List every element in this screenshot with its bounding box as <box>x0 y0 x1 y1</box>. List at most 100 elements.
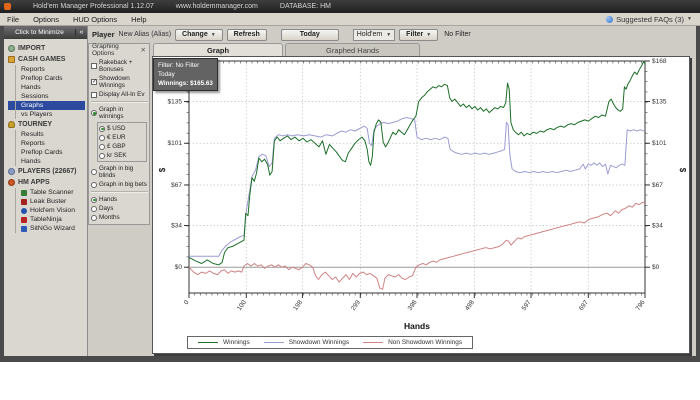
suggested-faqs-button[interactable]: Suggested FAQs (3) ▼ <box>598 15 700 24</box>
sidebar-item-hands[interactable]: Hands <box>8 83 87 92</box>
sitngo-wizard-icon <box>21 225 27 232</box>
period-hands-radio-row[interactable]: Hands <box>91 195 148 204</box>
content-area: Player New Alias (Alias) Change ▼ Refres… <box>88 26 696 356</box>
item-label: TableNinja <box>30 216 62 223</box>
big-bets-radio[interactable] <box>91 181 97 188</box>
menu-hud-options[interactable]: HUD Options <box>72 14 118 24</box>
sidebar-item-sessions[interactable]: Sessions <box>8 92 87 101</box>
sidebar-item-graphs[interactable]: Graphs <box>8 101 85 110</box>
sidebar-minimize-button[interactable]: Click to Minimize « <box>4 26 87 39</box>
sidebar-item-tourney-reports[interactable]: Reports <box>8 139 87 148</box>
chart-legend: Winnings Showdown Winnings Non Showdown … <box>187 336 474 349</box>
eur-radio-row[interactable]: € EUR <box>99 133 145 142</box>
svg-text:796: 796 <box>635 299 647 312</box>
period-months-radio-row[interactable]: Months <box>91 213 148 222</box>
usd-radio[interactable] <box>99 125 105 132</box>
sidebar-section-cash-games[interactable]: CASH GAMES <box>8 54 87 65</box>
menu-file[interactable]: File <box>7 14 20 24</box>
svg-text:$: $ <box>678 168 687 173</box>
svg-text:$: $ <box>158 167 167 172</box>
sidebar-item-preflop-cards[interactable]: Preflop Cards <box>8 74 87 83</box>
sidebar-item-sitngo-wizard[interactable]: SitNGo Wizard <box>8 224 87 233</box>
item-label: Sessions <box>21 93 49 100</box>
sidebar-section-import[interactable]: IMPORT <box>8 43 87 54</box>
sidebar-item-tableninja[interactable]: TableNinja <box>8 215 87 224</box>
period-days-radio-row[interactable]: Days <box>91 204 148 213</box>
svg-text:0: 0 <box>183 299 191 306</box>
sidebar-item-tourney-results[interactable]: Results <box>8 130 87 139</box>
today-button[interactable]: Today <box>280 28 339 41</box>
usd-radio-row[interactable]: $ USD <box>99 124 145 133</box>
today-label: Today <box>299 31 320 38</box>
window-title: Hold'em Manager Professional 1.12.07 <box>33 3 154 10</box>
period-months-radio[interactable] <box>91 214 97 221</box>
graphing-options-panel: Rakeback + Bonuses Showdown Winnings Dis… <box>88 56 150 225</box>
menu-help[interactable]: Help <box>131 14 147 24</box>
graph-in-big-bets-radio-row[interactable]: Graph in big bets <box>91 180 148 189</box>
menu-options[interactable]: Options <box>33 14 59 24</box>
showdown-winnings-checkbox-row[interactable]: Showdown Winnings <box>91 74 148 90</box>
sek-radio[interactable] <box>99 152 105 159</box>
item-label: Reports <box>21 66 45 73</box>
sidebar-item-holdem-vision[interactable]: Hold'em Vision <box>8 206 87 215</box>
svg-text:$168: $168 <box>652 58 667 65</box>
eur-radio[interactable] <box>99 134 105 141</box>
sidebar-item-tourney-preflop-cards[interactable]: Preflop Cards <box>8 148 87 157</box>
game-type-value: Hold'em <box>356 31 383 38</box>
item-label: Graphs <box>21 102 44 109</box>
graphing-options-header: Graphing Options ✕ <box>88 43 150 57</box>
sidebar-item-tourney-hands[interactable]: Hands <box>8 157 87 166</box>
item-label: Hands <box>21 158 41 165</box>
winnings-chart: 0 100 198 299 398 498 597 697 796 $0 $0 $34 $34 $67 $6… <box>158 58 687 331</box>
graphing-options-title: Graphing Options <box>92 43 119 57</box>
svg-text:299: 299 <box>350 299 362 312</box>
svg-text:$34: $34 <box>652 222 663 229</box>
tab-label: Graph <box>206 45 230 55</box>
showdown-winnings-checkbox[interactable] <box>91 78 97 85</box>
trophy-icon <box>8 121 15 128</box>
game-type-select[interactable]: Hold'em ▼ <box>352 28 396 41</box>
rakeback-checkbox[interactable] <box>91 63 97 69</box>
item-label: Table Scanner <box>30 189 74 196</box>
svg-text:$135: $135 <box>652 99 667 106</box>
rakeback-checkbox-row[interactable]: Rakeback + Bonuses <box>91 58 148 74</box>
folder-icon <box>8 56 15 63</box>
svg-text:597: 597 <box>521 299 533 312</box>
gbp-radio-row[interactable]: £ GBP <box>99 142 145 151</box>
tooltip-filter: Filter: No Filter <box>158 62 200 69</box>
allin-ev-checkbox-row[interactable]: Display All-In Ev <box>91 90 148 99</box>
sidebar-item-reports[interactable]: Reports <box>8 65 87 74</box>
svg-text:$135: $135 <box>168 99 183 106</box>
title-bar: Hold'em Manager Professional 1.12.07 www… <box>0 0 700 13</box>
refresh-button[interactable]: Refresh <box>226 28 267 41</box>
graph-in-winnings-radio-row[interactable]: Graph in winnings <box>91 105 148 121</box>
sidebar-section-players[interactable]: PLAYERS (22667) <box>8 166 87 177</box>
period-hands-radio[interactable] <box>91 196 97 203</box>
gbp-radio[interactable] <box>99 143 105 150</box>
period-days-radio[interactable] <box>91 205 97 212</box>
tab-graphed-hands[interactable]: Graphed Hands <box>285 43 420 56</box>
navigation-tree: IMPORT CASH GAMES Reports Preflop Cards … <box>4 39 87 356</box>
tab-graph[interactable]: Graph <box>153 43 283 56</box>
big-blinds-radio[interactable] <box>91 169 97 175</box>
radio-label: Graph in big blinds <box>99 165 134 179</box>
graph-in-winnings-radio[interactable] <box>91 110 97 116</box>
sidebar-section-tourney[interactable]: TOURNEY <box>8 119 87 130</box>
winnings-line-swatch <box>198 342 218 343</box>
allin-ev-checkbox[interactable] <box>91 91 97 98</box>
sek-radio-row[interactable]: kr SEK <box>99 151 145 160</box>
filter-button[interactable]: Filter ▼ <box>399 28 439 41</box>
non-showdown-line-swatch <box>363 342 384 343</box>
item-label: Leak Buster <box>30 198 67 205</box>
change-button[interactable]: Change ▼ <box>175 28 223 41</box>
sidebar-item-table-scanner[interactable]: Table Scanner <box>8 188 87 197</box>
graph-in-big-blinds-radio-row[interactable]: Graph in big blinds <box>91 164 148 180</box>
gear-icon <box>8 179 15 186</box>
filter-label: Filter <box>406 31 424 38</box>
sidebar-item-vs-players[interactable]: vs Players <box>8 110 87 119</box>
sidebar-section-hm-apps[interactable]: HM APPS <box>8 177 87 188</box>
sidebar-item-leak-buster[interactable]: Leak Buster <box>8 197 87 206</box>
close-icon[interactable]: ✕ <box>140 47 146 54</box>
item-label: Hands <box>21 84 41 91</box>
svg-text:$34: $34 <box>171 222 182 229</box>
